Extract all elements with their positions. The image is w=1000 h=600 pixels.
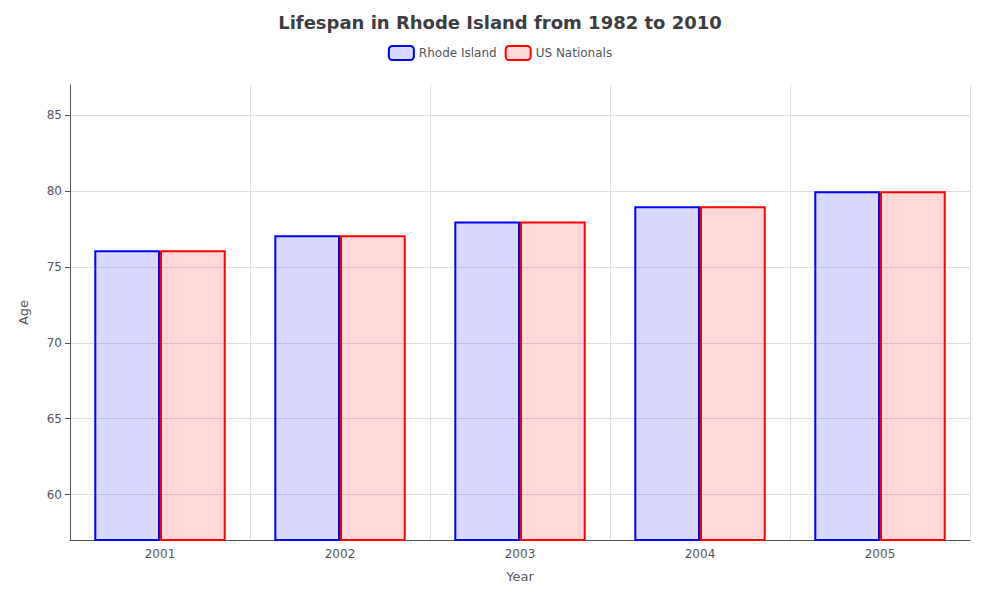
svg-text:Rhode Island: Rhode Island	[419, 46, 497, 60]
svg-text:80: 80	[47, 184, 62, 198]
svg-text:85: 85	[47, 108, 62, 122]
svg-text:Age: Age	[16, 300, 31, 325]
svg-text:65: 65	[47, 412, 62, 426]
svg-text:2005: 2005	[865, 547, 896, 561]
svg-text:US Nationals: US Nationals	[536, 46, 612, 60]
svg-text:2001: 2001	[145, 547, 176, 561]
svg-text:60: 60	[47, 488, 62, 502]
svg-text:Year: Year	[505, 569, 534, 584]
svg-text:2002: 2002	[325, 547, 356, 561]
svg-text:2003: 2003	[505, 547, 536, 561]
svg-text:75: 75	[47, 260, 62, 274]
svg-text:2004: 2004	[685, 547, 716, 561]
svg-text:Lifespan in Rhode Island from: Lifespan in Rhode Island from 1982 to 20…	[278, 12, 722, 33]
svg-text:70: 70	[47, 336, 62, 350]
